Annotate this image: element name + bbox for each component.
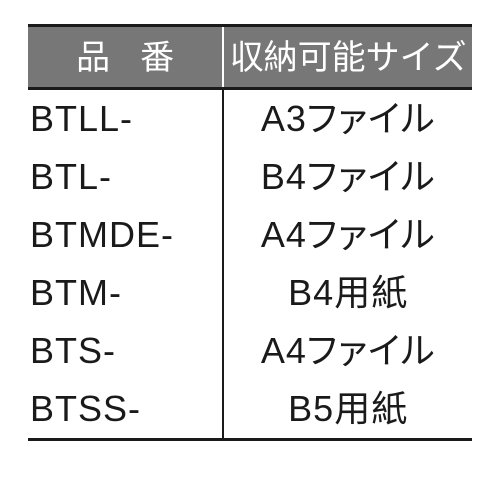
table-row: BTS- A4ファイル (28, 322, 472, 380)
table-row: BTSS- B5用紙 (28, 380, 472, 440)
cell-product-code: BTLL- (28, 89, 223, 149)
table-row: BTL- B4ファイル (28, 148, 472, 206)
cell-storage-size: A4ファイル (223, 322, 472, 380)
cell-product-code: BTSS- (28, 380, 223, 440)
cell-product-code: BTL- (28, 148, 223, 206)
cell-storage-size: A4ファイル (223, 206, 472, 264)
cell-storage-size: B5用紙 (223, 380, 472, 440)
col-header-product-code: 品番 (28, 26, 223, 89)
table-row: BTLL- A3ファイル (28, 89, 472, 149)
spec-table: 品番 収納可能サイズ BTLL- A3ファイル BTL- B4ファイル BTMD… (28, 24, 472, 441)
col-header-storage-size: 収納可能サイズ (223, 26, 472, 89)
table-row: BTMDE- A4ファイル (28, 206, 472, 264)
table-row: BTM- B4用紙 (28, 264, 472, 322)
cell-storage-size: A3ファイル (223, 89, 472, 149)
cell-storage-size: B4ファイル (223, 148, 472, 206)
table-container: 品番 収納可能サイズ BTLL- A3ファイル BTL- B4ファイル BTMD… (0, 0, 500, 500)
cell-product-code: BTMDE- (28, 206, 223, 264)
cell-product-code: BTS- (28, 322, 223, 380)
cell-storage-size: B4用紙 (223, 264, 472, 322)
table-header-row: 品番 収納可能サイズ (28, 26, 472, 89)
cell-product-code: BTM- (28, 264, 223, 322)
